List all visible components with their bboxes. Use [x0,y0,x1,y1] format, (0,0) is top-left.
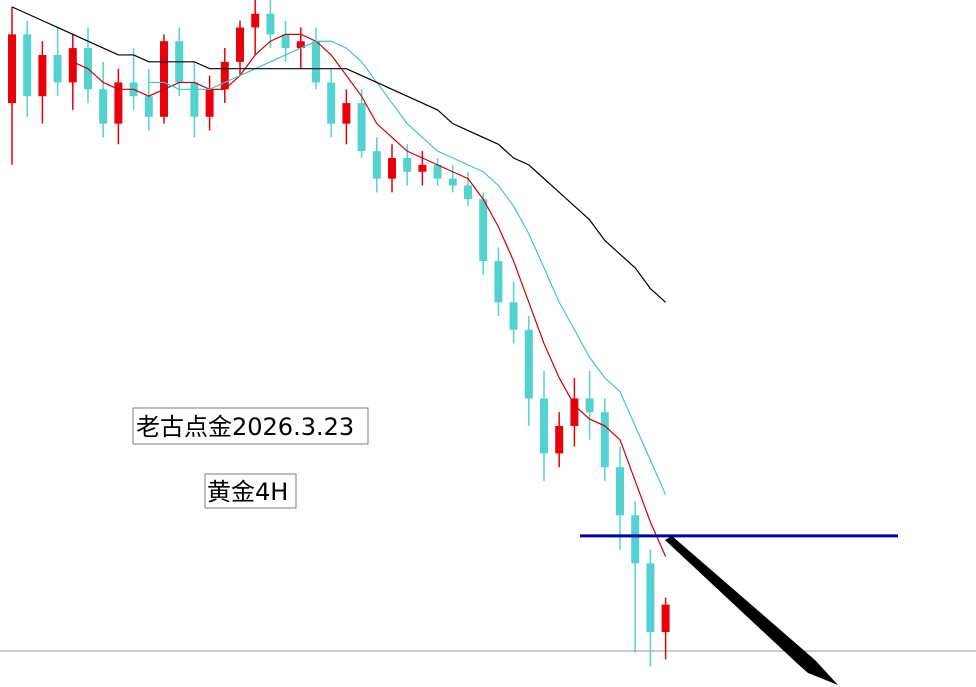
arrow [665,536,838,685]
candle-body [372,151,381,179]
candle-body [646,563,655,633]
candle-body [99,89,108,124]
candle-body [342,103,351,124]
candle-body [266,13,275,35]
candle-body [600,412,609,468]
candle-body [570,398,579,426]
candle-body [190,82,199,117]
candle-body [114,82,123,124]
candle-body [38,54,47,97]
candle-body [312,41,320,83]
candle-body [403,158,412,172]
candle-body [296,41,305,49]
candle-body [479,199,488,262]
candle-body [23,34,32,97]
candle-body [144,96,153,117]
label-box [204,473,297,509]
candle-body [509,302,518,330]
moving-average-line [11,6,667,303]
candle-body [464,185,472,200]
candle-body [616,467,624,516]
candle-body [448,178,457,186]
candle-body [205,89,214,117]
candle-body [388,158,396,179]
candle-body [585,398,594,413]
candle-body [357,103,366,152]
candle-body [281,34,290,49]
candle-body [524,329,533,399]
label-box [132,407,369,445]
candle-body [251,13,260,28]
candle-body [53,54,62,83]
marks [8,0,898,667]
candle-body [661,604,670,633]
candle-body [68,48,77,83]
candle-body [631,515,640,564]
candle-body [160,41,168,117]
candle-body [418,164,427,172]
candle-body [540,398,548,454]
candle-body [433,164,442,179]
moving-average-line [148,40,667,495]
annotation: 老古点金2026.3.23 [136,413,354,441]
candle-body [220,61,229,90]
candle-body [236,27,244,62]
annotation: 黄金4H [207,478,288,506]
candle-body [8,34,16,104]
candle-body [494,261,503,303]
candle-body [555,425,564,454]
candle-body [327,82,336,124]
